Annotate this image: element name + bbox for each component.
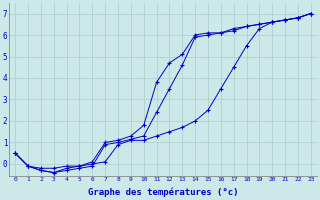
X-axis label: Graphe des températures (°c): Graphe des températures (°c) — [88, 188, 238, 197]
